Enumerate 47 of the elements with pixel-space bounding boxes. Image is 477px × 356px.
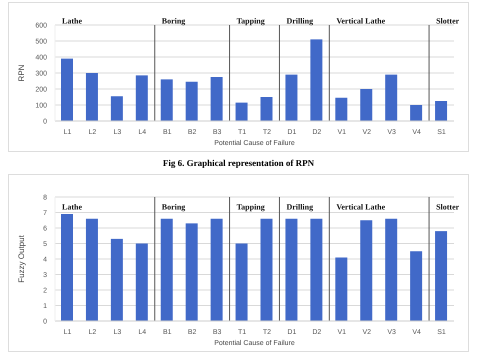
bar <box>186 82 198 121</box>
bar <box>136 75 148 121</box>
bar <box>335 98 348 121</box>
y-axis-title: Fuzzy Output <box>16 234 26 283</box>
annotation: Vertical Lathe <box>336 16 386 26</box>
bar <box>360 89 372 121</box>
annotation: Vertical Lathe <box>336 202 386 212</box>
bar <box>186 223 198 321</box>
bar <box>61 214 73 321</box>
bar <box>335 257 348 321</box>
bar <box>236 102 248 121</box>
y-axis-title: RPN <box>16 64 26 82</box>
bar <box>236 244 248 321</box>
annotation: Lathe <box>62 16 82 26</box>
annotation: Slotter <box>436 16 460 26</box>
bar <box>360 220 372 321</box>
bar <box>260 218 272 321</box>
annotation: Lathe <box>62 202 82 212</box>
annotation: Drilling <box>286 16 314 26</box>
bar <box>410 251 422 321</box>
bar <box>160 79 173 121</box>
annotation: Slotter <box>436 202 460 212</box>
bar <box>385 74 398 121</box>
bar <box>285 74 298 121</box>
annotation: Tapping <box>236 16 265 26</box>
bar <box>435 101 448 121</box>
bar <box>260 97 272 121</box>
bar <box>136 244 148 321</box>
annotation: Boring <box>162 16 186 26</box>
bar <box>61 58 73 121</box>
bar <box>110 96 123 121</box>
bar <box>210 77 223 121</box>
bar <box>410 105 422 121</box>
bar <box>285 218 298 321</box>
bar <box>310 39 322 121</box>
bar <box>310 218 322 321</box>
bar <box>385 218 398 321</box>
bar <box>86 73 98 121</box>
caption: Fig 6. Graphical representation of RPN <box>162 157 316 170</box>
annotation: Drilling <box>286 202 314 212</box>
bar <box>86 218 98 321</box>
annotation: Boring <box>162 202 186 212</box>
bar <box>160 218 173 321</box>
bar <box>110 238 123 321</box>
bar <box>210 218 223 321</box>
annotation: Tapping <box>236 202 265 212</box>
bar <box>435 231 448 321</box>
